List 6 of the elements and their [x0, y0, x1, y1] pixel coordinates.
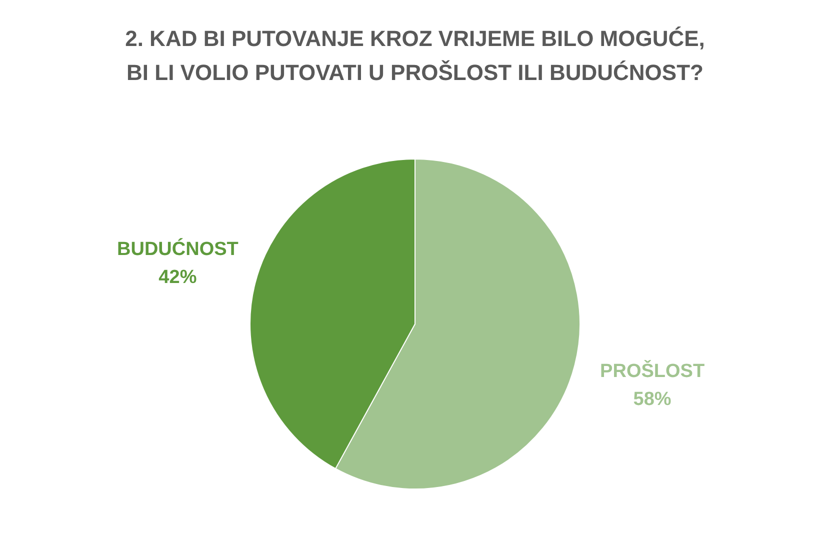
- data-label: 58%: [633, 388, 672, 410]
- slice-label: PROŠLOST: [600, 358, 705, 382]
- slice-label: BUDUĆNOST: [117, 238, 239, 260]
- text: 2. KAD BI PUTOVANJE KROZ VRIJEME BILO MOGUĆE,: [125, 26, 705, 51]
- text: BI LI VOLIO PUTOVATI U PROŠLOST ILI BUDUĆNOST?: [126, 60, 704, 85]
- data-label: 42%: [158, 267, 197, 288]
